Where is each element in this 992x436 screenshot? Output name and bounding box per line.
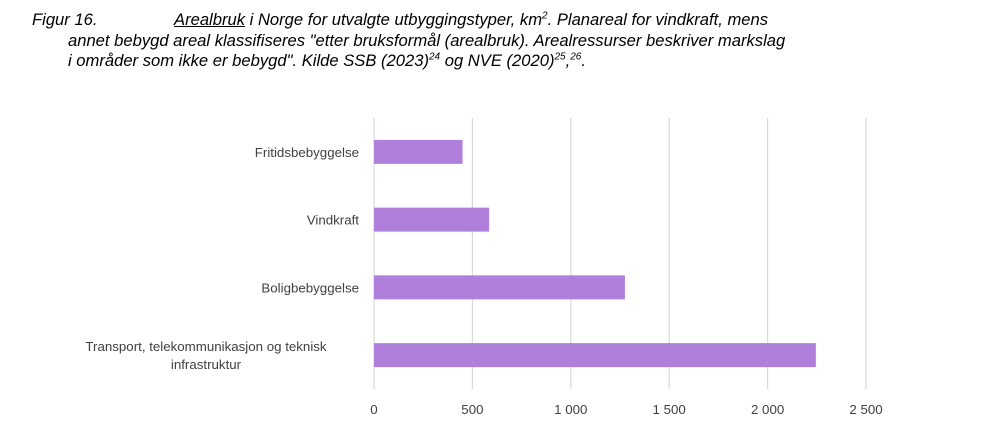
category-label: Transport, telekommunikasjon og teknisk i… <box>85 339 327 372</box>
bars <box>374 139 816 368</box>
bar <box>374 207 490 232</box>
x-tick-label: 1 000 <box>554 402 587 417</box>
category-labels: Fritidsbebyggelse Vindkraft Boligbebyggels… <box>85 145 359 372</box>
x-tick-label: 2 500 <box>849 402 882 417</box>
bar <box>374 343 816 368</box>
caption-text-1: i Norge for utvalgte utbyggingstyper, km <box>245 10 543 29</box>
caption-term: Arealbruk <box>174 10 246 29</box>
x-tick-label: 1 500 <box>653 402 686 417</box>
figure-caption: Figur 16. Arealbruk i Norge for utvalgte … <box>32 10 962 72</box>
footnote-ref-25: 25 <box>554 51 566 63</box>
caption-line-2: annet bebygd areal klassifiseres "etter … <box>68 30 786 50</box>
bar <box>374 139 463 164</box>
category-label: Boligbebyggelse <box>261 280 359 295</box>
bar <box>374 275 625 300</box>
caption-line-1: Figur 16. Arealbruk i Norge for utvalgte … <box>32 10 962 31</box>
x-tick-labels: 0 500 1 000 1 500 2 000 2 500 <box>370 402 882 417</box>
caption-text-3-end: . <box>581 51 586 70</box>
caption-text-3-mid: og NVE (2020) <box>440 51 555 70</box>
x-tick-label: 2 000 <box>751 402 784 417</box>
caption-text-1-end: . Planareal for vindkraft, mens <box>547 10 769 29</box>
category-label: Fritidsbebyggelse <box>255 145 359 160</box>
figure-number: Figur 16. <box>32 10 98 29</box>
x-tick-label: 500 <box>461 402 483 417</box>
caption-comma: , <box>565 51 571 70</box>
caption-text-3: i områder som ikke er bebygd". Kilde SSB… <box>68 51 429 70</box>
footnote-ref-26: 26 <box>570 51 582 63</box>
category-label: Vindkraft <box>307 213 360 228</box>
x-tick-label: 0 <box>370 402 377 417</box>
unit-superscript: 2 <box>542 10 548 22</box>
footnote-ref-24: 24 <box>428 51 441 63</box>
caption-line-3: i områder som ikke er bebygd". Kilde SSB… <box>32 51 962 72</box>
